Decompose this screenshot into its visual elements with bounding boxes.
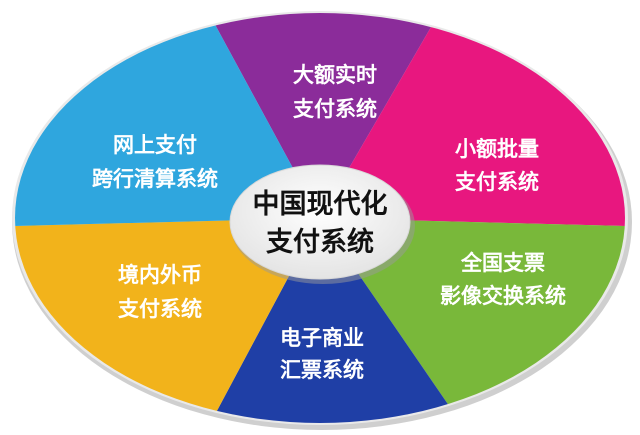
- center-title-line1: 中国现代化: [253, 189, 388, 220]
- ecds-label-line1: 电子商业: [280, 326, 364, 350]
- beps-label-line1: 小额批量: [455, 137, 539, 161]
- fx-label-line1: 境内外币: [118, 263, 202, 287]
- ibps-label-line1: 网上支付: [113, 133, 197, 157]
- beps-label-line2: 支付系统: [455, 170, 539, 194]
- segment-hvps: [180, 13, 470, 218]
- ibps-label-line2: 跨行清算系统: [92, 167, 218, 191]
- hvps-label-line1: 大额实时: [293, 63, 377, 87]
- cis-label-line2: 影像交换系统: [440, 284, 566, 308]
- center-hub: [229, 164, 411, 280]
- hvps-label-line2: 支付系统: [293, 97, 377, 121]
- ecds-label-line2: 汇票系统: [280, 358, 364, 382]
- center-title-line2: 支付系统: [266, 226, 374, 258]
- fx-label-line2: 支付系统: [118, 297, 202, 321]
- cis-label-line1: 全国支票: [460, 251, 545, 275]
